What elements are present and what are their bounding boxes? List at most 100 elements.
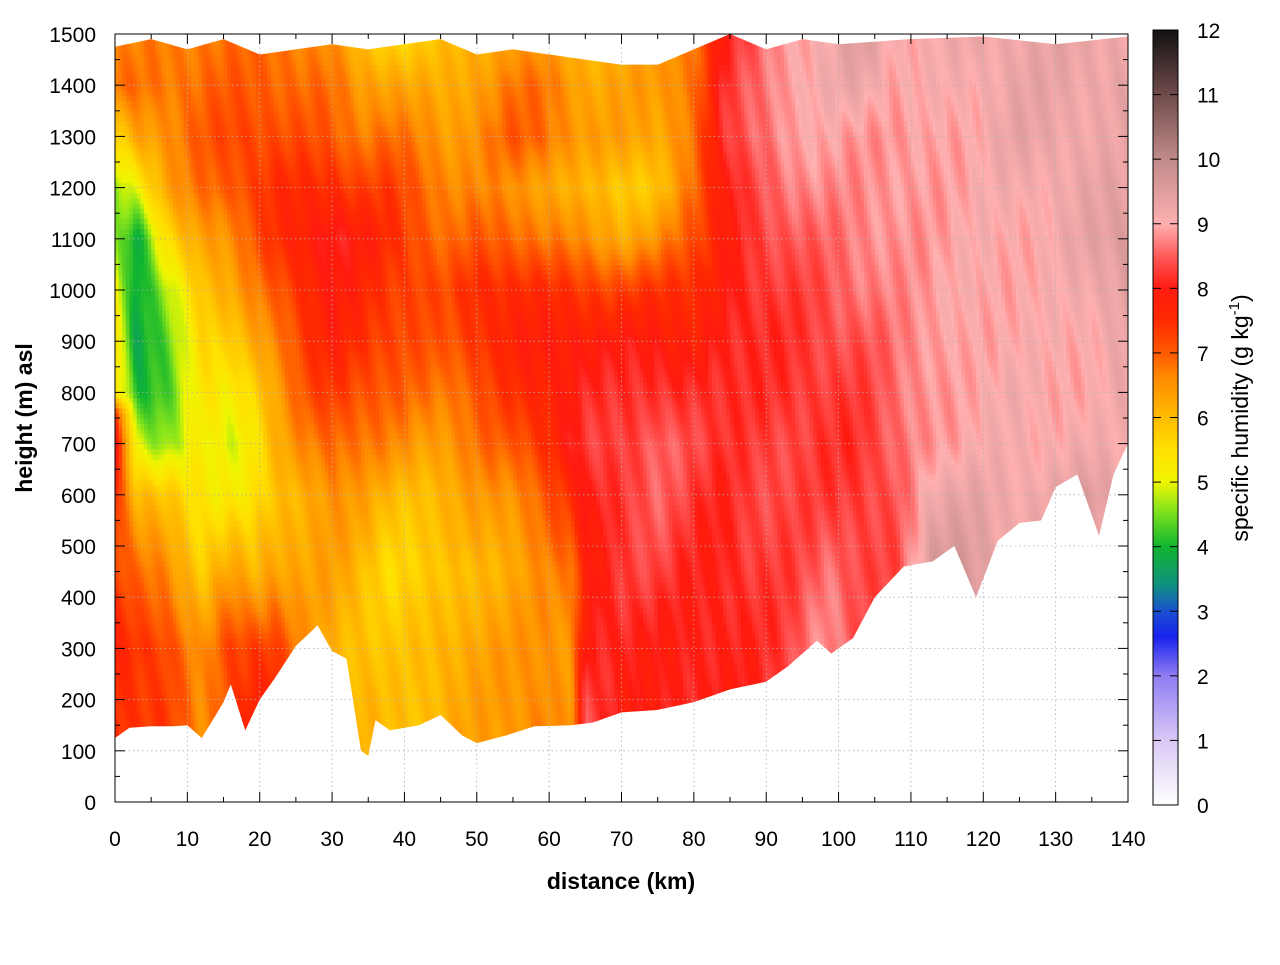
field-cell [122, 44, 126, 50]
field-cell [129, 464, 133, 470]
field-cell [129, 34, 133, 40]
field-cell [144, 346, 148, 352]
field-cell [195, 229, 199, 235]
field-cell [166, 34, 170, 40]
field-cell [126, 167, 130, 173]
field-cell [126, 730, 130, 736]
field-cell [126, 587, 130, 593]
field-cell [140, 398, 144, 404]
field-cell [126, 561, 130, 567]
field-cell [119, 674, 123, 680]
field-cell [173, 249, 177, 255]
field-cell [177, 613, 181, 619]
field-cell [133, 638, 137, 644]
field-cell [166, 628, 170, 634]
field-cell [187, 403, 191, 409]
field-cell [191, 613, 195, 619]
field-cell [133, 321, 137, 327]
field-cell [155, 316, 159, 322]
field-cell [187, 157, 191, 163]
field-cell [151, 126, 155, 132]
field-cell [122, 566, 126, 572]
field-cell [173, 188, 177, 194]
field-cell [169, 357, 173, 363]
field-cell [151, 613, 155, 619]
field-cell [187, 101, 191, 107]
field-cell [191, 106, 195, 112]
field-cell [140, 60, 144, 66]
field-cell [119, 44, 123, 50]
field-cell [151, 715, 155, 721]
field-cell [137, 295, 141, 301]
field-cell [155, 700, 159, 706]
field-cell [148, 188, 152, 194]
field-cell [144, 362, 148, 368]
field-cell [140, 433, 144, 439]
field-cell [191, 546, 195, 552]
field-cell [169, 398, 173, 404]
field-cell [148, 551, 152, 557]
field-cell [177, 664, 181, 670]
field-cell [191, 561, 195, 567]
field-cell [195, 546, 199, 552]
field-cell [195, 377, 199, 383]
field-cell [158, 628, 162, 634]
field-cell [169, 275, 173, 281]
field-cell [151, 433, 155, 439]
field-cell [115, 454, 119, 460]
field-cell [158, 648, 162, 654]
field-cell [129, 367, 133, 373]
field-cell [155, 403, 159, 409]
field-cell [155, 433, 159, 439]
field-cell [191, 669, 195, 675]
field-cell [158, 70, 162, 76]
field-cell [180, 54, 184, 60]
field-cell [122, 526, 126, 532]
field-cell [169, 106, 173, 112]
field-cell [158, 485, 162, 491]
field-cell [151, 607, 155, 613]
field-cell [166, 536, 170, 542]
field-cell [166, 674, 170, 680]
field-cell [144, 669, 148, 675]
field-cell [162, 679, 166, 685]
field-cell [169, 510, 173, 516]
field-cell [162, 607, 166, 613]
field-cell [166, 428, 170, 434]
field-cell [187, 751, 191, 757]
field-cell [119, 751, 123, 757]
field-cell [180, 428, 184, 434]
field-cell [155, 310, 159, 316]
field-cell [191, 244, 195, 250]
field-cell [191, 618, 195, 624]
field-cell [158, 49, 162, 55]
field-cell [126, 515, 130, 521]
field-cell [173, 751, 177, 757]
field-cell [122, 147, 126, 153]
field-cell [169, 720, 173, 726]
field-cell [119, 607, 123, 613]
field-cell [191, 510, 195, 516]
field-cell [122, 310, 126, 316]
field-cell [155, 147, 159, 153]
field-cell [180, 474, 184, 480]
field-cell [137, 469, 141, 475]
field-cell [133, 341, 137, 347]
field-cell [162, 408, 166, 414]
field-cell [115, 561, 119, 567]
field-cell [166, 725, 170, 731]
field-cell [133, 254, 137, 260]
field-cell [137, 142, 141, 148]
field-cell [195, 341, 199, 347]
field-cell [195, 449, 199, 455]
field-cell [115, 392, 119, 398]
field-cell [133, 372, 137, 378]
field-cell [129, 49, 133, 55]
field-cell [191, 515, 195, 521]
field-cell [151, 654, 155, 660]
field-cell [119, 741, 123, 747]
field-cell [169, 39, 173, 45]
field-cell [191, 392, 195, 398]
field-cell [137, 172, 141, 178]
field-cell [173, 602, 177, 608]
